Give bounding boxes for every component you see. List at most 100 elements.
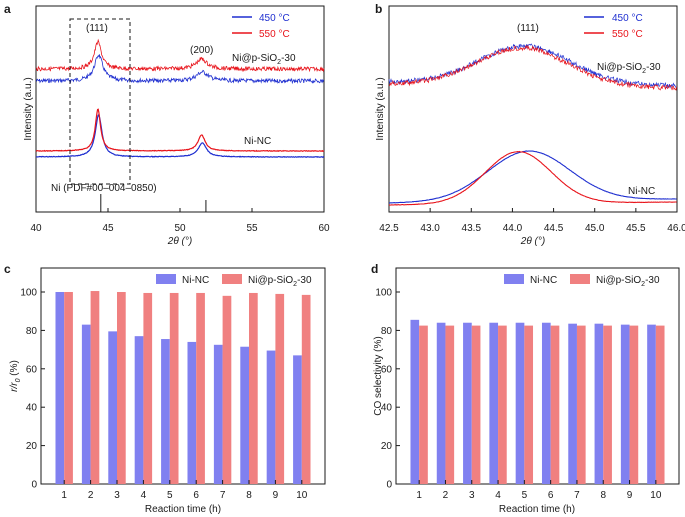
panel-d-y-tick-label: 60 (381, 364, 393, 375)
panel-c-y-tick-label: 20 (26, 441, 38, 452)
panel-b-x-ticks: 42.5 43.0 43.5 44.0 44.5 45.0 45.5 46.0 (379, 208, 685, 234)
panel-d-bar-ninc (489, 322, 499, 484)
panel-a-trace-0 (35, 54, 325, 85)
panel-d-bar-nisio2 (629, 325, 639, 484)
panel-c-x-tick-label: 10 (296, 490, 308, 501)
panel-c-legend-ninc: Ni-NC (182, 275, 209, 286)
panel-b-sample-bottom-label: Ni-NC (628, 186, 655, 197)
panel-c-y-tick-label: 80 (26, 326, 38, 337)
panel-c-frame (40, 267, 326, 485)
panel-a-trace-2 (35, 113, 325, 159)
panel-c-bar-ninc (266, 350, 276, 484)
panel-c-bar-nisio2 (143, 292, 153, 484)
panel-c-y-tick-label: 0 (31, 480, 37, 491)
panel-d-bar-ninc (647, 324, 656, 484)
panel-d-bar-nisio2 (655, 325, 665, 484)
panel-c-y-tick-label: 40 (26, 403, 38, 414)
panel-a-x-axis-label: 2θ (°) (167, 236, 192, 247)
panel-a-peak-111-label: (111) (86, 23, 108, 34)
panel-b-legend-550: 550 °C (612, 29, 643, 40)
panel-a-y-axis-label: Intensity (a.u.) (23, 77, 34, 140)
panel-d-bar-ninc (436, 322, 446, 484)
panel-b-peak-111-label: (111) (517, 23, 539, 34)
panel-a-legend-450: 450 °C (259, 13, 290, 24)
panel-d-legend-swatch-ninc (504, 274, 524, 284)
panel-b-legend-450: 450 °C (612, 13, 643, 24)
panel-a-x-tick-label: 40 (30, 223, 42, 234)
panel-d-x-tick-label: 5 (522, 490, 528, 501)
panel-b-x-tick-label: 43.0 (420, 223, 440, 234)
panel-c-bar-ninc (187, 341, 197, 484)
panel-a-x-tick-label: 50 (174, 223, 186, 234)
panel-b-trace-bottom-450 (389, 150, 677, 204)
panel-d-x-tick-label: 1 (416, 490, 422, 501)
panel-a-legend-550: 550 °C (259, 29, 290, 40)
panel-b-y-axis-label: Intensity (a.u.) (375, 77, 386, 140)
panel-c-y-tick-label: 100 (20, 288, 37, 299)
panel-a-x-tick-label: 55 (246, 223, 258, 234)
panel-d-x-tick-label: 8 (600, 490, 606, 501)
panel-d-y-tick-label: 40 (381, 403, 393, 414)
panel-c-label: c (4, 262, 11, 276)
panel-d-y-tick-label: 100 (375, 288, 392, 299)
panel-d-bars (410, 319, 665, 484)
panel-d-y-tick-label: 80 (381, 326, 393, 337)
panel-c-bar-nisio2 (301, 294, 311, 484)
panel-c-legend-swatch-ninc (156, 274, 176, 284)
panel-c-bar-nisio2 (117, 292, 126, 484)
panel-c-bar-nisio2 (249, 292, 258, 484)
panel-a-trace-3 (35, 108, 325, 152)
panel-d-bar-nisio2 (524, 325, 534, 484)
panel-a-x-tick-label: 60 (318, 223, 330, 234)
panel-d-x-tick-label: 10 (650, 490, 662, 501)
panel-a-sample-top-label: Ni@p-SiO2-30 (232, 53, 296, 66)
panel-b-trace-bottom-550 (389, 150, 677, 206)
panel-d-bar-nisio2 (576, 325, 586, 484)
panel-c-bar-ninc (55, 292, 65, 484)
panel-d-x-tick-label: 2 (443, 490, 449, 501)
panel-c-bar-ninc (108, 331, 117, 484)
panel-c-x-tick-label: 3 (114, 490, 120, 501)
panel-b-label: b (375, 2, 382, 16)
panel-d-bar-ninc (515, 322, 525, 484)
panel-c-bar-ninc (134, 336, 144, 484)
panel-d-frame (395, 267, 680, 485)
panel-a-label: a (4, 2, 11, 16)
panel-c-x-tick-label: 5 (167, 490, 173, 501)
panel-d-x-tick-label: 3 (469, 490, 475, 501)
panel-b-x-tick-label: 42.5 (379, 223, 399, 234)
panel-c-bar-ninc (293, 355, 302, 484)
panel-b-trace-top-550 (388, 44, 678, 91)
panel-a: a 40 45 50 55 60 (111) (200) Ni@p-SiO2-30 Ni… (4, 2, 330, 247)
panel-c-y-axis-label: r/r0 (%) (9, 360, 22, 392)
panel-b-x-tick-label: 44.5 (544, 223, 564, 234)
panel-c-bar-nisio2 (222, 295, 232, 484)
panel-c-bar-ninc (81, 324, 91, 484)
panel-a-trace-1 (35, 38, 325, 73)
panel-c-bar-nisio2 (196, 292, 205, 484)
panel-c-x-tick-label: 4 (141, 490, 147, 501)
panel-c-x-tick-label: 1 (61, 490, 67, 501)
panel-c-x-tick-label: 7 (220, 490, 226, 501)
panel-b-x-tick-label: 44.0 (503, 223, 523, 234)
panel-c-x-axis-label: Reaction time (h) (145, 504, 221, 515)
panel-d-bar-ninc (568, 323, 577, 484)
panel-d-x-tick-label: 7 (574, 490, 580, 501)
panel-b-x-axis-label: 2θ (°) (520, 236, 545, 247)
panel-d-y-tick-label: 0 (386, 480, 392, 491)
panel-a-traces (35, 38, 325, 212)
panel-b-frame (388, 5, 678, 213)
panel-d-y-tick-label: 20 (381, 441, 393, 452)
panel-c-bar-nisio2 (169, 292, 179, 484)
panel-c-bar-nisio2 (275, 293, 285, 484)
panel-c-y-tick-label: 60 (26, 364, 38, 375)
panel-c-bar-ninc (240, 346, 249, 484)
panel-c-legend-swatch-nisio2 (222, 274, 242, 284)
panel-d-bar-nisio2 (550, 325, 560, 484)
panel-b-x-tick-label: 43.5 (462, 223, 482, 234)
